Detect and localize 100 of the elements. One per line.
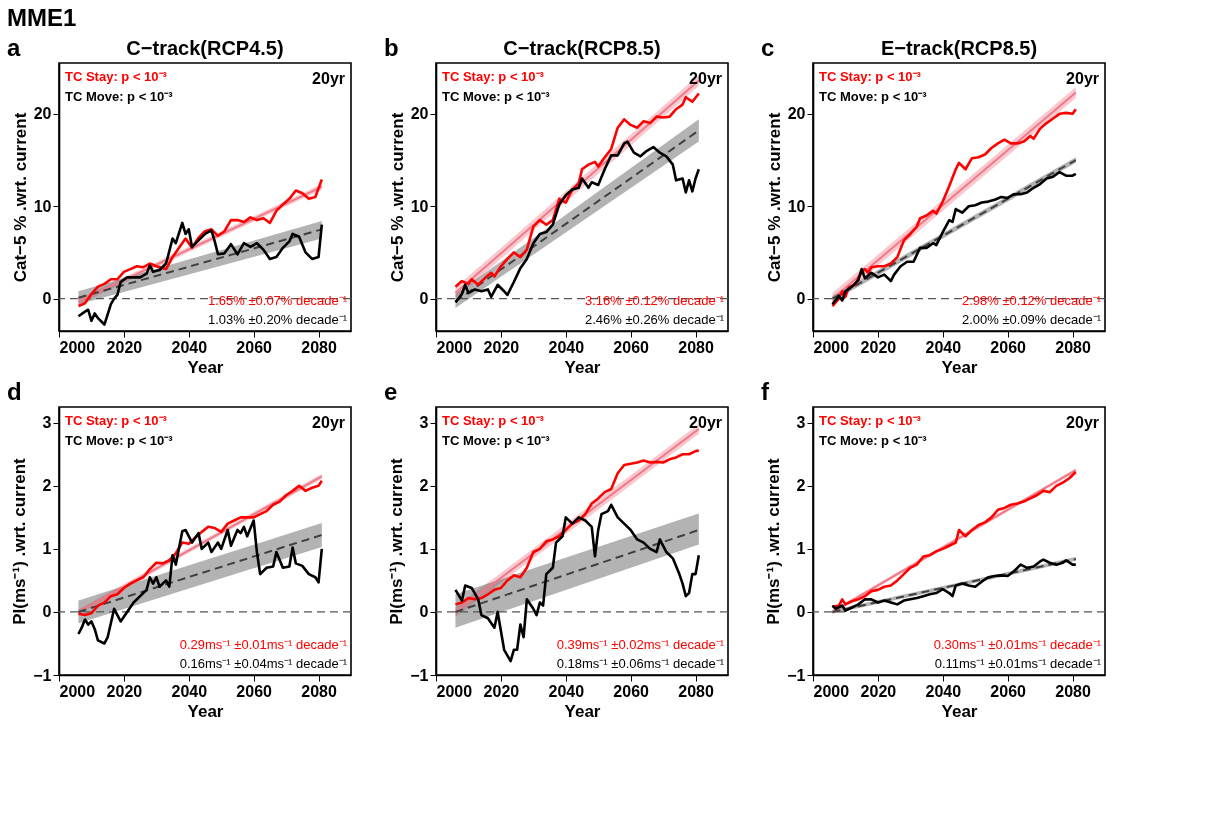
annotation: TC Move: p < 10⁻³ <box>65 89 174 104</box>
x-tick-label: 2000 <box>59 682 96 700</box>
y-tick-label: 0 <box>796 290 806 308</box>
x-tick-label: 2040 <box>548 682 585 700</box>
annotation: 20yr <box>689 414 722 431</box>
x-tick-label: 2080 <box>1055 682 1091 700</box>
y-tick-label: 20 <box>33 105 52 123</box>
y-axis-title: Cat−5 % .wrt. current <box>387 112 407 283</box>
y-tick-label: 10 <box>787 197 806 215</box>
annotation: TC Stay: p < 10⁻³ <box>442 69 545 84</box>
annotation: TC Stay: p < 10⁻³ <box>442 413 545 428</box>
y-tick-label: 1 <box>42 540 52 558</box>
x-tick-label: 2020 <box>483 338 520 356</box>
annotation: TC Stay: p < 10⁻³ <box>65 413 168 428</box>
x-axis-title: Year <box>564 701 601 721</box>
y-tick-label: 2 <box>419 477 429 495</box>
x-tick-label: 2020 <box>106 682 143 700</box>
annotation: 1.03% ±0.20% decade⁻¹ <box>207 312 348 327</box>
x-tick-label: 2020 <box>106 338 143 356</box>
chart-title: E−track(RCP8.5) <box>880 37 1038 59</box>
x-tick-label: 2080 <box>1055 338 1091 356</box>
annotation: 20yr <box>1066 70 1099 87</box>
y-tick-label: 0 <box>42 290 52 308</box>
x-tick-label: 2060 <box>990 682 1027 700</box>
y-tick-label: 0 <box>419 290 429 308</box>
y-axis-title: Cat−5 % .wrt. current <box>764 112 784 283</box>
y-tick-label: 2 <box>42 477 52 495</box>
y-tick-label: 3 <box>796 414 806 432</box>
annotation: 0.39ms⁻¹ ±0.02ms⁻¹ decade⁻¹ <box>556 637 725 652</box>
x-tick-label: 2040 <box>925 338 962 356</box>
x-tick-label: 2080 <box>301 682 337 700</box>
y-tick-label: 3 <box>419 414 429 432</box>
y-tick-label: 0 <box>419 603 429 621</box>
x-tick-label: 2000 <box>813 682 850 700</box>
annotation: TC Move: p < 10⁻³ <box>442 433 551 448</box>
x-axis-title: Year <box>941 357 978 377</box>
y-tick-label: 2 <box>796 477 806 495</box>
y-tick-label: −1 <box>33 666 52 684</box>
x-tick-label: 2000 <box>436 338 473 356</box>
text: f <box>761 378 770 405</box>
y-axis-title: PI(ms⁻¹) .wrt. current <box>387 457 407 625</box>
annotation: 0.16ms⁻¹ ±0.04ms⁻¹ decade⁻¹ <box>179 656 348 671</box>
x-tick-label: 2080 <box>301 338 337 356</box>
y-tick-label: 10 <box>410 197 429 215</box>
annotation: TC Stay: p < 10⁻³ <box>819 69 922 84</box>
y-tick-label: 20 <box>787 105 806 123</box>
annotation: TC Stay: p < 10⁻³ <box>65 69 168 84</box>
y-tick-label: 10 <box>33 197 52 215</box>
x-tick-label: 2040 <box>171 682 208 700</box>
x-axis-title: Year <box>941 701 978 721</box>
x-tick-label: 2020 <box>860 682 897 700</box>
x-tick-label: 2060 <box>236 338 273 356</box>
x-tick-label: 2060 <box>990 338 1027 356</box>
x-tick-label: 2060 <box>236 682 273 700</box>
y-tick-label: −1 <box>787 666 806 684</box>
annotation: 0.11ms⁻¹ ±0.01ms⁻¹ decade⁻¹ <box>934 656 1102 671</box>
text: a <box>7 34 21 61</box>
x-tick-label: 2000 <box>813 338 850 356</box>
x-tick-label: 2080 <box>678 338 714 356</box>
annotation: 2.00% ±0.09% decade⁻¹ <box>961 312 1102 327</box>
y-tick-label: 1 <box>419 540 429 558</box>
y-tick-label: 0 <box>42 603 52 621</box>
text: c <box>761 34 775 61</box>
annotation: TC Stay: p < 10⁻³ <box>819 413 922 428</box>
y-tick-label: −1 <box>410 666 429 684</box>
text: b <box>384 34 399 61</box>
x-axis-title: Year <box>187 701 224 721</box>
x-tick-label: 2040 <box>171 338 208 356</box>
annotation: 20yr <box>312 414 345 431</box>
annotation: 20yr <box>1066 414 1099 431</box>
x-tick-label: 2020 <box>483 682 520 700</box>
annotation: TC Move: p < 10⁻³ <box>819 89 928 104</box>
text: e <box>384 378 398 405</box>
annotation: 2.46% ±0.26% decade⁻¹ <box>584 312 725 327</box>
x-tick-label: 2060 <box>613 682 650 700</box>
annotation: TC Move: p < 10⁻³ <box>65 433 174 448</box>
x-axis-title: Year <box>187 357 224 377</box>
chart-title: C−track(RCP8.5) <box>503 37 661 59</box>
x-tick-label: 2080 <box>678 682 714 700</box>
y-axis-title: Cat−5 % .wrt. current <box>10 112 30 283</box>
text: d <box>7 378 22 405</box>
y-tick-label: 1 <box>796 540 806 558</box>
x-axis-title: Year <box>564 357 601 377</box>
annotation: TC Move: p < 10⁻³ <box>819 433 928 448</box>
x-tick-label: 2040 <box>925 682 962 700</box>
x-tick-label: 2000 <box>59 338 96 356</box>
annotation: 0.30ms⁻¹ ±0.01ms⁻¹ decade⁻¹ <box>933 637 1102 652</box>
x-tick-label: 2040 <box>548 338 585 356</box>
annotation: TC Move: p < 10⁻³ <box>442 89 551 104</box>
y-tick-label: 0 <box>796 603 806 621</box>
y-axis-title: PI(ms⁻¹) .wrt. current <box>764 457 784 625</box>
y-tick-label: 20 <box>410 105 429 123</box>
annotation: 20yr <box>312 70 345 87</box>
annotation: 0.18ms⁻¹ ±0.06ms⁻¹ decade⁻¹ <box>556 656 725 671</box>
x-tick-label: 2020 <box>860 338 897 356</box>
x-tick-label: 2000 <box>436 682 473 700</box>
annotation: 20yr <box>689 70 722 87</box>
y-tick-label: 3 <box>42 414 52 432</box>
y-axis-title: PI(ms⁻¹) .wrt. current <box>10 457 30 625</box>
chart-title: C−track(RCP4.5) <box>126 37 284 59</box>
